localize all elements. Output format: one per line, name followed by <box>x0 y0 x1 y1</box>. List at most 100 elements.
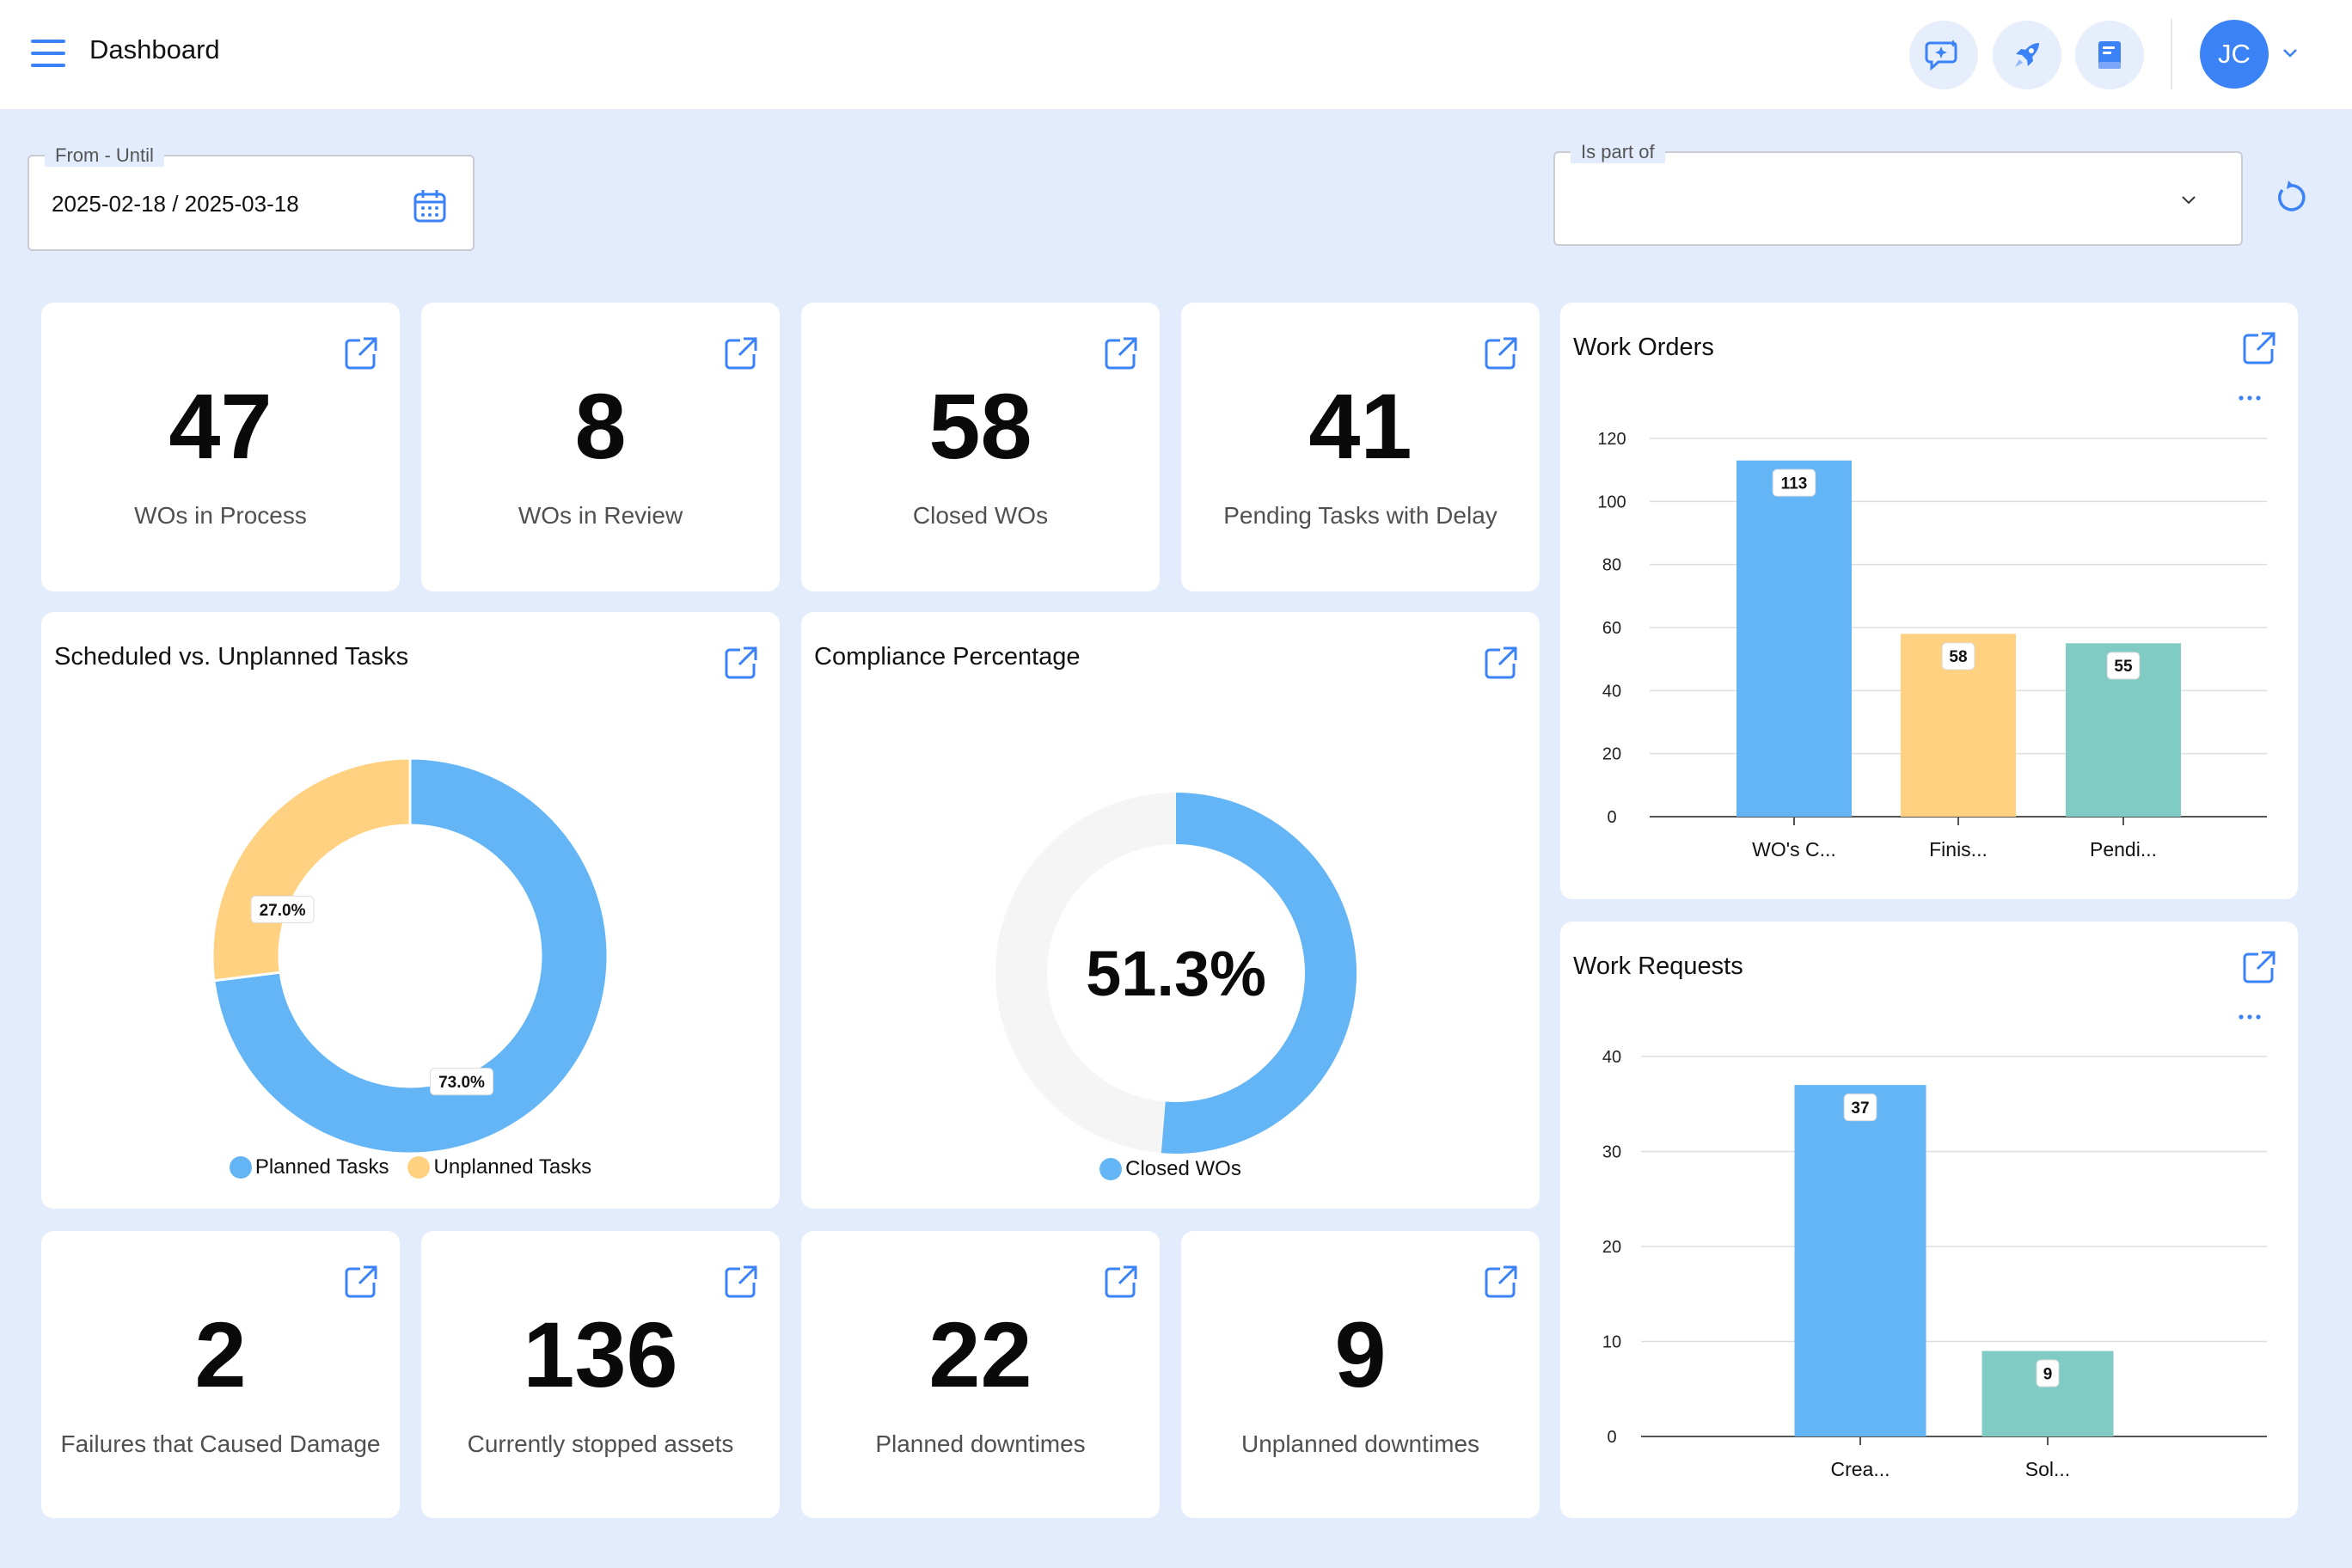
compliance-donut-chart: 51.3% <box>995 793 1357 1154</box>
kpi-card-wos-in-review: 8 WOs in Review <box>421 303 780 591</box>
date-range-value[interactable]: 2025-02-18 / 2025-03-18 <box>52 191 299 217</box>
chevron-down-icon[interactable] <box>2280 43 2300 64</box>
legend-item-closed-wos[interactable]: Closed WOs <box>1099 1157 1241 1181</box>
data-label-bg <box>430 1068 493 1096</box>
card-title: Compliance Percentage <box>814 643 1081 671</box>
data-label: 58 <box>1949 648 1967 666</box>
data-label: 37 <box>1851 1099 1869 1118</box>
external-link-icon[interactable] <box>341 335 379 373</box>
more-horizontal-icon[interactable] <box>2238 1013 2263 1021</box>
bar-0 <box>1736 460 1852 817</box>
card-title: Work Requests <box>1573 952 1743 980</box>
legend-dot <box>1099 1158 1123 1180</box>
kpi-card-planned-downtimes: 22 Planned downtimes <box>801 1231 1160 1518</box>
data-label-bg <box>250 895 315 923</box>
more-horizontal-icon[interactable] <box>2238 394 2263 402</box>
legend-dot <box>407 1156 431 1179</box>
x-tick-label: Finis... <box>1929 838 1988 861</box>
external-link-icon[interactable] <box>1481 645 1519 683</box>
refresh-icon[interactable] <box>2271 179 2309 217</box>
y-tick-label: 30 <box>1602 1143 1621 1162</box>
data-label: 9 <box>2043 1365 2053 1383</box>
kpi-value: 2 <box>194 1302 247 1406</box>
kpi-card-closed-wos: 58 Closed WOs <box>801 303 1160 591</box>
external-link-icon[interactable] <box>1101 1264 1139 1302</box>
y-tick-label: 0 <box>1607 808 1616 827</box>
calendar-icon[interactable] <box>411 187 449 225</box>
header-divider <box>2171 19 2172 89</box>
kpi-value: 58 <box>928 374 1032 478</box>
external-link-icon[interactable] <box>2239 330 2277 368</box>
data-label: 73.0% <box>438 1074 485 1092</box>
chart-legend: Planned Tasks Unplanned Tasks <box>41 1155 780 1179</box>
external-link-icon[interactable] <box>341 1264 379 1302</box>
data-label-bg <box>1772 469 1816 497</box>
bar-0 <box>1794 1085 1926 1436</box>
y-tick-label: 60 <box>1602 619 1621 638</box>
y-tick-label: 40 <box>1602 682 1621 701</box>
y-tick-label: 120 <box>1597 430 1626 449</box>
kpi-label: Unplanned downtimes <box>1240 1430 1480 1457</box>
y-tick-label: 40 <box>1602 1048 1621 1067</box>
kpi-value: 9 <box>1334 1302 1387 1406</box>
date-range-field[interactable]: From - Until 2025-02-18 / 2025-03-18 <box>28 144 475 251</box>
kpi-label: Planned downtimes <box>875 1430 1086 1457</box>
work-requests-bar-chart: 0 10 20 30 40 37 Crea... 9 Sol... <box>1602 1048 2267 1480</box>
data-label-bg <box>1843 1093 1877 1122</box>
book-icon <box>2098 41 2121 69</box>
data-label: 55 <box>2114 658 2133 676</box>
external-link-icon[interactable] <box>721 1264 759 1302</box>
data-label: 27.0% <box>260 902 306 920</box>
data-label-bg <box>1941 642 1975 671</box>
external-link-icon[interactable] <box>1481 335 1519 373</box>
donut-slice-planned <box>212 756 609 1155</box>
kpi-card-wos-in-process: 47 WOs in Process <box>41 303 400 591</box>
legend-label: Planned Tasks <box>254 1155 389 1179</box>
kpi-label: Pending Tasks with Delay <box>1223 502 1498 529</box>
y-tick-label: 0 <box>1607 1428 1616 1447</box>
x-tick-label: WO's C... <box>1752 838 1836 861</box>
y-tick-label: 20 <box>1602 745 1621 764</box>
y-tick-label: 100 <box>1597 493 1626 511</box>
external-link-icon[interactable] <box>721 645 759 683</box>
y-tick-label: 80 <box>1602 556 1621 575</box>
kpi-label: Currently stopped assets <box>467 1430 734 1457</box>
work-requests-card: Work Requests 0 10 20 30 40 37 Crea... 9 Sol... <box>1560 922 2298 1518</box>
hamburger-icon[interactable] <box>31 40 65 67</box>
external-link-icon[interactable] <box>2239 949 2277 987</box>
page-title: Dashboard <box>89 34 220 64</box>
kpi-card-unplanned-downtimes: 9 Unplanned downtimes <box>1181 1231 1540 1518</box>
kpi-value: 136 <box>523 1302 678 1406</box>
card-title: Scheduled vs. Unplanned Tasks <box>54 643 409 671</box>
kpi-value: 41 <box>1308 374 1412 478</box>
donut-slice-closed-wos <box>1161 793 1357 1154</box>
chevron-down-icon[interactable] <box>2179 191 2198 210</box>
legend-dot <box>229 1156 252 1179</box>
legend-label: Closed WOs <box>1125 1157 1241 1180</box>
kpi-label: WOs in Process <box>134 502 307 529</box>
date-range-label: From - Until <box>45 144 164 167</box>
legend-item-planned[interactable]: Planned Tasks <box>229 1155 389 1179</box>
donut-slice-unplanned <box>211 756 412 983</box>
launch-button[interactable] <box>1993 21 2061 89</box>
legend-item-unplanned[interactable]: Unplanned Tasks <box>407 1155 591 1179</box>
data-label-bg <box>2036 1359 2060 1387</box>
kpi-label: Failures that Caused Damage <box>60 1430 381 1457</box>
docs-button[interactable] <box>2075 21 2144 89</box>
work-orders-card: Work Orders 0 20 40 60 80 100 120 113 WO's C... 5… <box>1560 303 2298 899</box>
external-link-icon[interactable] <box>1481 1264 1519 1302</box>
scheduled-vs-unplanned-card: Scheduled vs. Unplanned Tasks 73.0% 27.0%… <box>41 612 780 1209</box>
work-orders-bar-chart: 0 20 40 60 80 100 120 113 WO's C... 58 Finis... 55 P… <box>1597 430 2267 861</box>
chat-button[interactable] <box>1909 21 1978 89</box>
card-title: Work Orders <box>1573 334 1714 361</box>
external-link-icon[interactable] <box>721 335 759 373</box>
rocket-icon <box>2015 43 2039 67</box>
avatar[interactable]: JC <box>2200 20 2269 89</box>
x-tick-label: Pendi... <box>2090 838 2157 861</box>
is-part-of-select[interactable]: Is part of <box>1553 141 2243 246</box>
external-link-icon[interactable] <box>1101 335 1139 373</box>
compliance-percentage-card: Compliance Percentage 51.3% Closed WOs <box>801 612 1540 1209</box>
kpi-label: Closed WOs <box>912 502 1049 529</box>
x-tick-label: Crea... <box>1830 1458 1890 1480</box>
kpi-value: 47 <box>168 374 273 478</box>
